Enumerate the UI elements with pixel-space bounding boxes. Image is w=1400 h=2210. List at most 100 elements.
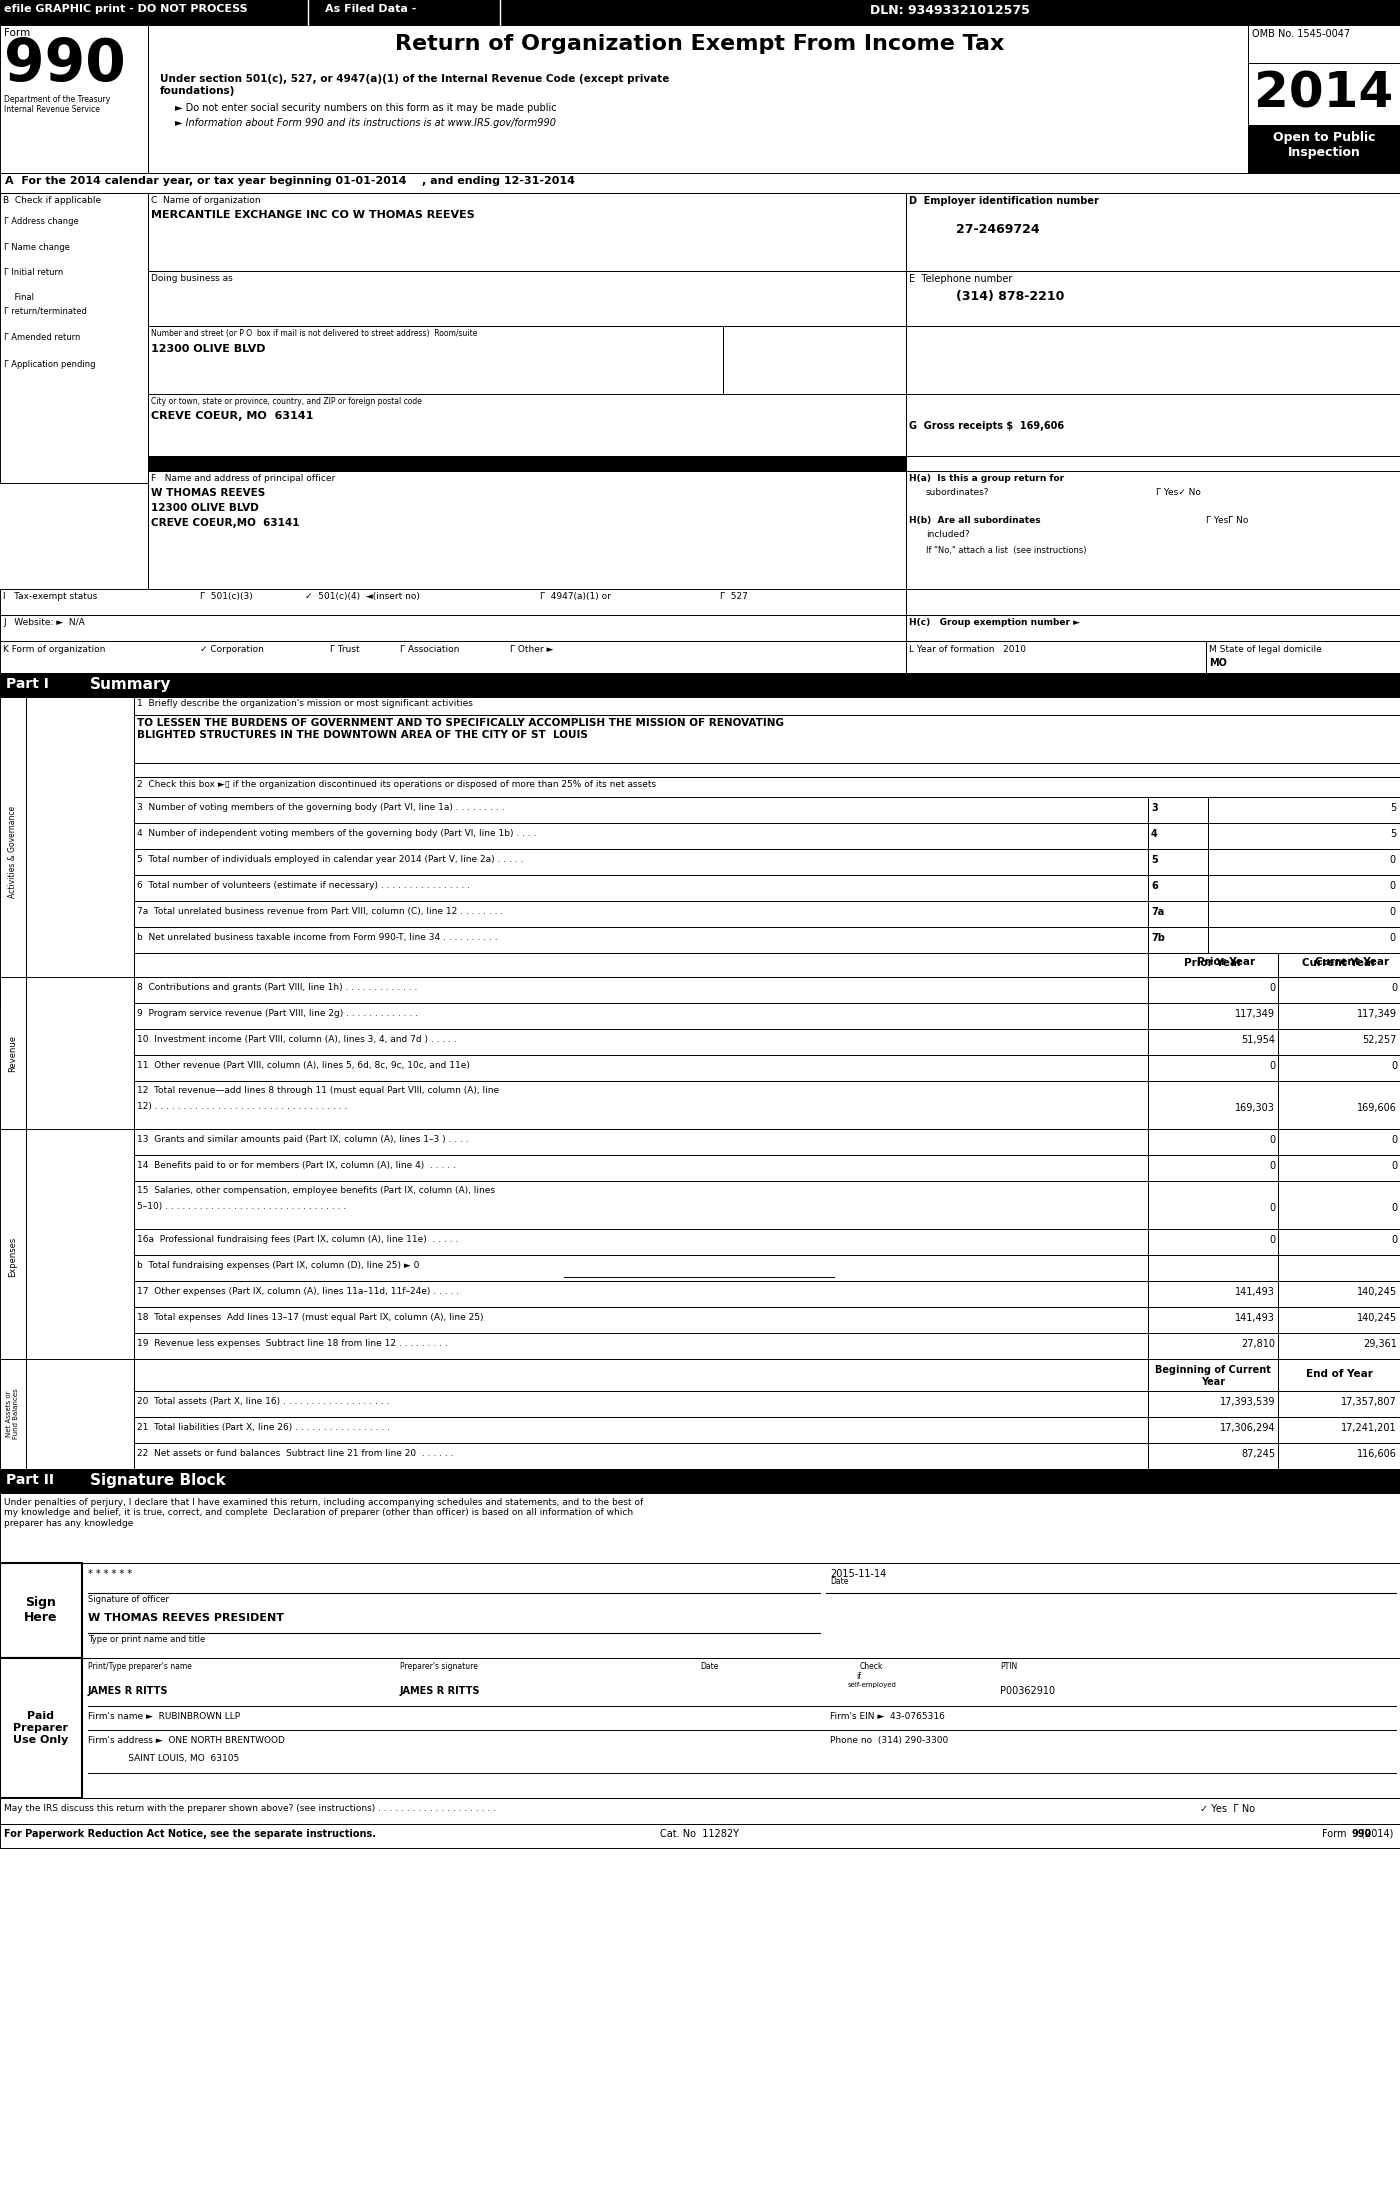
Text: Prior Year: Prior Year	[1184, 957, 1242, 968]
Text: ✓  501(c)(4)  ◄(insert no): ✓ 501(c)(4) ◄(insert no)	[305, 592, 420, 601]
Text: Firm's address ►  ONE NORTH BRENTWOOD: Firm's address ► ONE NORTH BRENTWOOD	[88, 1737, 284, 1746]
Bar	[1278, 1443, 1400, 1470]
Bar	[1278, 1333, 1400, 1359]
Text: 51,954: 51,954	[1240, 1034, 1275, 1045]
Text: 87,245: 87,245	[1240, 1450, 1275, 1459]
Bar	[1148, 1156, 1278, 1180]
Text: 140,245: 140,245	[1357, 1286, 1397, 1297]
Text: Revenue: Revenue	[8, 1036, 17, 1072]
Text: Signature of officer: Signature of officer	[88, 1596, 169, 1604]
Bar	[134, 1390, 1148, 1417]
Bar	[906, 641, 1205, 674]
Text: Prior Year: Prior Year	[1197, 957, 1254, 968]
Bar	[148, 455, 906, 471]
Text: self-employed: self-employed	[848, 1682, 897, 1688]
Text: 15  Salaries, other compensation, employee benefits (Part IX, column (A), lines: 15 Salaries, other compensation, employe…	[137, 1187, 496, 1196]
Text: Final: Final	[4, 294, 34, 303]
Bar	[148, 272, 906, 327]
Bar	[0, 1658, 83, 1799]
Text: Γ Application pending: Γ Application pending	[4, 360, 95, 369]
Text: Γ  4947(a)(1) or: Γ 4947(a)(1) or	[540, 592, 610, 601]
Text: 5: 5	[1390, 802, 1396, 813]
Bar	[134, 1081, 1148, 1129]
Bar	[134, 1417, 1148, 1443]
Text: If "No," attach a list  (see instructions): If "No," attach a list (see instructions…	[925, 546, 1086, 555]
Text: Firm's EIN ►  43-0765316: Firm's EIN ► 43-0765316	[830, 1713, 945, 1722]
Bar	[1148, 1030, 1278, 1054]
Text: Γ Initial return: Γ Initial return	[4, 267, 63, 276]
Bar	[0, 1562, 1400, 1658]
Text: 0: 0	[1390, 1202, 1397, 1213]
Text: Γ YesΓ No: Γ YesΓ No	[1205, 515, 1249, 526]
Text: Signature Block: Signature Block	[90, 1474, 225, 1487]
Text: W THOMAS REEVES PRESIDENT: W THOMAS REEVES PRESIDENT	[88, 1613, 284, 1622]
Bar	[0, 614, 906, 641]
Text: 990: 990	[1352, 1830, 1372, 1839]
Text: 12  Total revenue—add lines 8 through 11 (must equal Part VIII, column (A), line: 12 Total revenue—add lines 8 through 11 …	[137, 1085, 500, 1094]
Bar	[1148, 1180, 1278, 1229]
Bar	[1278, 1054, 1400, 1081]
Text: Current Year: Current Year	[1315, 957, 1389, 968]
Text: 169,303: 169,303	[1235, 1103, 1275, 1114]
Text: 0: 0	[1390, 906, 1396, 917]
Text: CREVE COEUR,MO  63141: CREVE COEUR,MO 63141	[151, 517, 300, 528]
Text: Print/Type preparer's name: Print/Type preparer's name	[88, 1662, 192, 1671]
Bar	[148, 471, 906, 590]
Text: * * * * * *: * * * * * *	[88, 1569, 132, 1578]
Text: 14  Benefits paid to or for members (Part IX, column (A), line 4)  . . . . .: 14 Benefits paid to or for members (Part…	[137, 1160, 456, 1169]
Text: Date: Date	[700, 1662, 718, 1671]
Text: Expenses: Expenses	[8, 1238, 17, 1277]
Bar	[134, 926, 1148, 953]
Text: 22  Net assets or fund balances  Subtract line 21 from line 20  . . . . . .: 22 Net assets or fund balances Subtract …	[137, 1450, 454, 1459]
Text: Under penalties of perjury, I declare that I have examined this return, includin: Under penalties of perjury, I declare th…	[4, 1498, 643, 1527]
Text: Γ Address change: Γ Address change	[4, 217, 78, 225]
Text: May the IRS discuss this return with the preparer shown above? (see instructions: May the IRS discuss this return with the…	[4, 1803, 496, 1812]
Bar	[134, 1333, 1148, 1359]
Bar	[134, 696, 1400, 716]
Text: 0: 0	[1390, 1136, 1397, 1145]
Text: Beginning of Current
Year: Beginning of Current Year	[1155, 1366, 1271, 1386]
Text: 18  Total expenses  Add lines 13–17 (must equal Part IX, column (A), line 25): 18 Total expenses Add lines 13–17 (must …	[137, 1313, 483, 1322]
Text: JAMES R RITTS: JAMES R RITTS	[400, 1686, 480, 1695]
Text: L Year of formation   2010: L Year of formation 2010	[909, 645, 1026, 654]
Text: Phone no  (314) 290-3300: Phone no (314) 290-3300	[830, 1737, 948, 1746]
Text: Γ Association: Γ Association	[400, 645, 459, 654]
Bar	[134, 953, 1148, 977]
Text: 0: 0	[1390, 1160, 1397, 1171]
Text: 0: 0	[1390, 1235, 1397, 1244]
Text: 12300 OLIVE BLVD: 12300 OLIVE BLVD	[151, 345, 266, 354]
Bar	[1148, 822, 1208, 849]
Text: Form: Form	[1323, 1830, 1350, 1839]
Text: Date: Date	[830, 1578, 848, 1587]
Bar	[1278, 1282, 1400, 1306]
Text: 6: 6	[1151, 882, 1158, 891]
Bar	[134, 1306, 1148, 1333]
Text: JAMES R RITTS: JAMES R RITTS	[88, 1686, 168, 1695]
Text: 21  Total liabilities (Part X, line 26) . . . . . . . . . . . . . . . . .: 21 Total liabilities (Part X, line 26) .…	[137, 1423, 391, 1432]
Bar	[0, 24, 148, 172]
Bar	[148, 327, 722, 393]
Text: 17,241,201: 17,241,201	[1341, 1423, 1397, 1432]
Text: 0: 0	[1390, 855, 1396, 864]
Text: 7b: 7b	[1151, 933, 1165, 944]
Bar	[1247, 126, 1400, 172]
Text: Γ Trust: Γ Trust	[330, 645, 360, 654]
Text: 0: 0	[1390, 882, 1396, 891]
Text: H(a)  Is this a group return for: H(a) Is this a group return for	[909, 473, 1064, 484]
Text: Current Year: Current Year	[1302, 957, 1376, 968]
Text: I   Tax-exempt status: I Tax-exempt status	[3, 592, 97, 601]
Text: Net Assets or
Fund Balances: Net Assets or Fund Balances	[7, 1388, 20, 1439]
Text: 0: 0	[1390, 933, 1396, 944]
Text: D  Employer identification number: D Employer identification number	[909, 197, 1099, 206]
Bar	[0, 1494, 1400, 1562]
Bar	[0, 674, 1400, 696]
Bar	[1148, 875, 1208, 902]
Bar	[1247, 64, 1400, 126]
Text: 10  Investment income (Part VIII, column (A), lines 3, 4, and 7d ) . . . . .: 10 Investment income (Part VIII, column …	[137, 1034, 456, 1043]
Text: 0: 0	[1268, 1160, 1275, 1171]
Bar	[1148, 977, 1278, 1003]
Bar	[134, 1180, 1148, 1229]
Bar	[1303, 953, 1400, 977]
Bar	[1278, 1003, 1400, 1030]
Text: 17  Other expenses (Part IX, column (A), lines 11a–11d, 11f–24e) . . . . .: 17 Other expenses (Part IX, column (A), …	[137, 1286, 459, 1295]
